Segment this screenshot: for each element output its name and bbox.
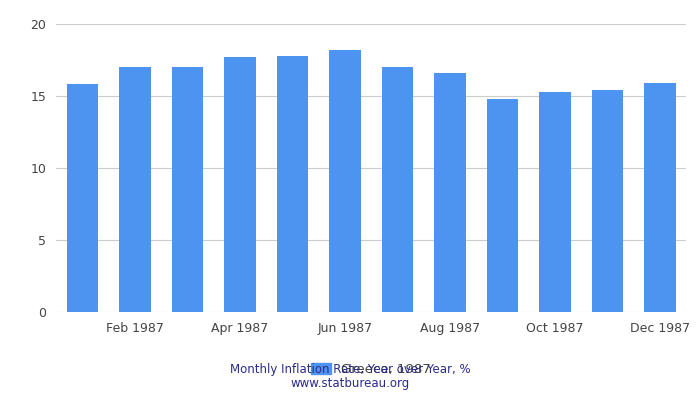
Bar bbox=[434, 73, 466, 312]
Bar bbox=[224, 57, 256, 312]
Text: www.statbureau.org: www.statbureau.org bbox=[290, 378, 410, 390]
Bar bbox=[119, 67, 150, 312]
Bar bbox=[276, 56, 308, 312]
Legend: Greece, 1987: Greece, 1987 bbox=[304, 356, 438, 383]
Bar bbox=[592, 90, 623, 312]
Text: Monthly Inflation Rate, Year over Year, %: Monthly Inflation Rate, Year over Year, … bbox=[230, 364, 470, 376]
Bar bbox=[172, 67, 203, 312]
Bar bbox=[539, 92, 570, 312]
Bar bbox=[644, 83, 676, 312]
Bar bbox=[486, 99, 518, 312]
Bar bbox=[329, 50, 360, 312]
Bar bbox=[66, 84, 98, 312]
Bar bbox=[382, 67, 413, 312]
